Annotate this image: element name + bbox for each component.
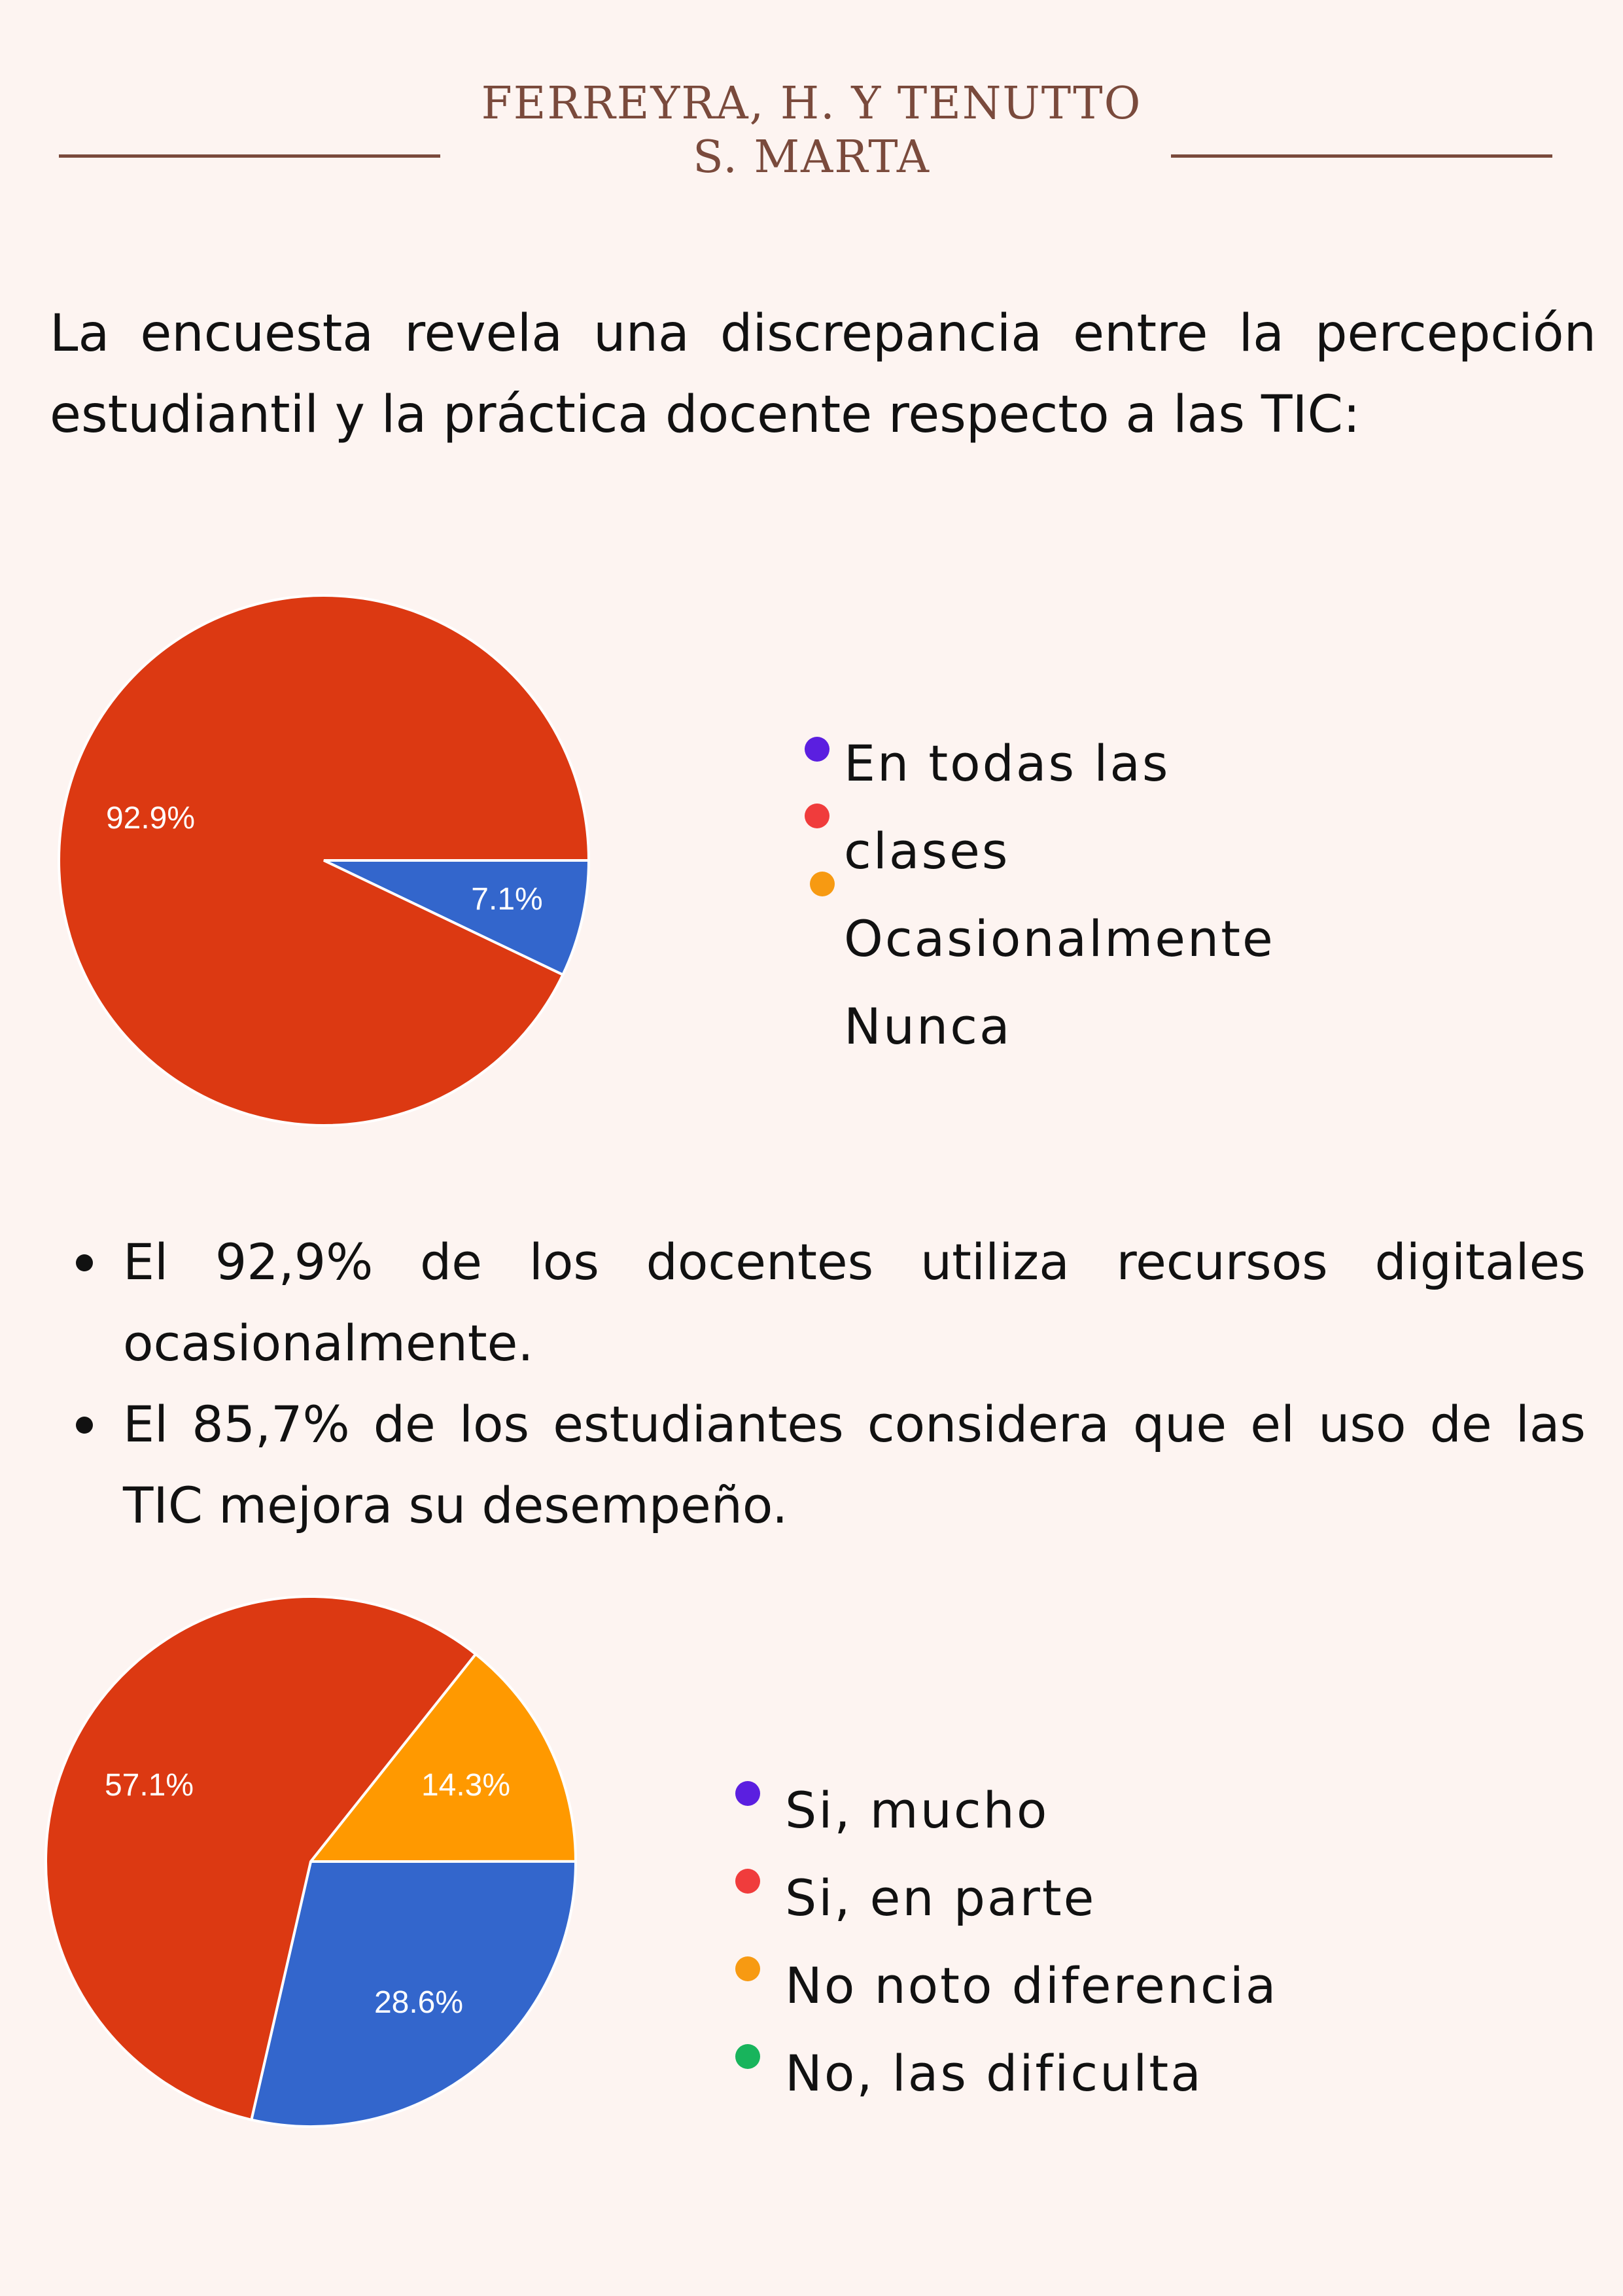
header-rule-right [1171,154,1552,158]
pie-slice-label: 57.1% [105,1768,194,1803]
legend-dot-red [735,1869,760,1894]
legend-dot-purple [735,1781,760,1806]
pie-chart-estudiantes: 14.3% 28.6% 57.1% [44,1595,578,2128]
pie-chart-docentes: 7.1% 92.9% [58,594,591,1127]
bullet-icon [76,1417,93,1434]
legend-dot-green [735,2044,760,2069]
intro-paragraph: La encuesta revela una discrepancia entr… [50,304,1596,444]
pie-slice-label: 28.6% [374,1985,463,2020]
legend-dot-orange [810,872,835,896]
list-item: El 85,7% de los estudiantes considera qu… [68,1384,1586,1546]
legend-label: En todas las clases [844,734,1170,880]
pie-slice [307,1652,578,1863]
page-header: FERREYRA, H. Y TENUTTO S. MARTA [0,77,1623,185]
legend-dot-purple [805,737,829,762]
pie-slice [44,1595,478,2122]
legend-label: Ocasionalmente [844,910,1275,968]
findings-list: El 92,9% de los docentes utiliza recurso… [68,1222,1586,1546]
legend-label: No, las dificulta [785,2044,1203,2102]
list-item: El 92,9% de los docentes utiliza recurso… [68,1222,1586,1384]
bullet-icon [76,1254,93,1271]
legend-label: Si, en parte [785,1869,1096,1927]
legend-label: Nunca [844,997,1012,1055]
pie-slice-label: 7.1% [471,882,542,917]
header-line-1: FERREYRA, H. Y TENUTTO [481,78,1142,130]
header-line-2: S. MARTA [693,132,930,183]
pie-slice-label: 92.9% [106,801,195,836]
legend-label: No noto diferencia [785,1956,1278,2015]
pie-slice-label: 14.3% [421,1768,510,1803]
pie-slice [323,859,591,977]
legend-dot-red [805,804,829,828]
pie-slice [249,1860,578,2128]
header-rule-left [59,154,440,158]
legend-label: Si, mucho [785,1781,1049,1839]
legend-dot-orange [735,1956,760,1981]
pie-slice [58,594,591,1127]
